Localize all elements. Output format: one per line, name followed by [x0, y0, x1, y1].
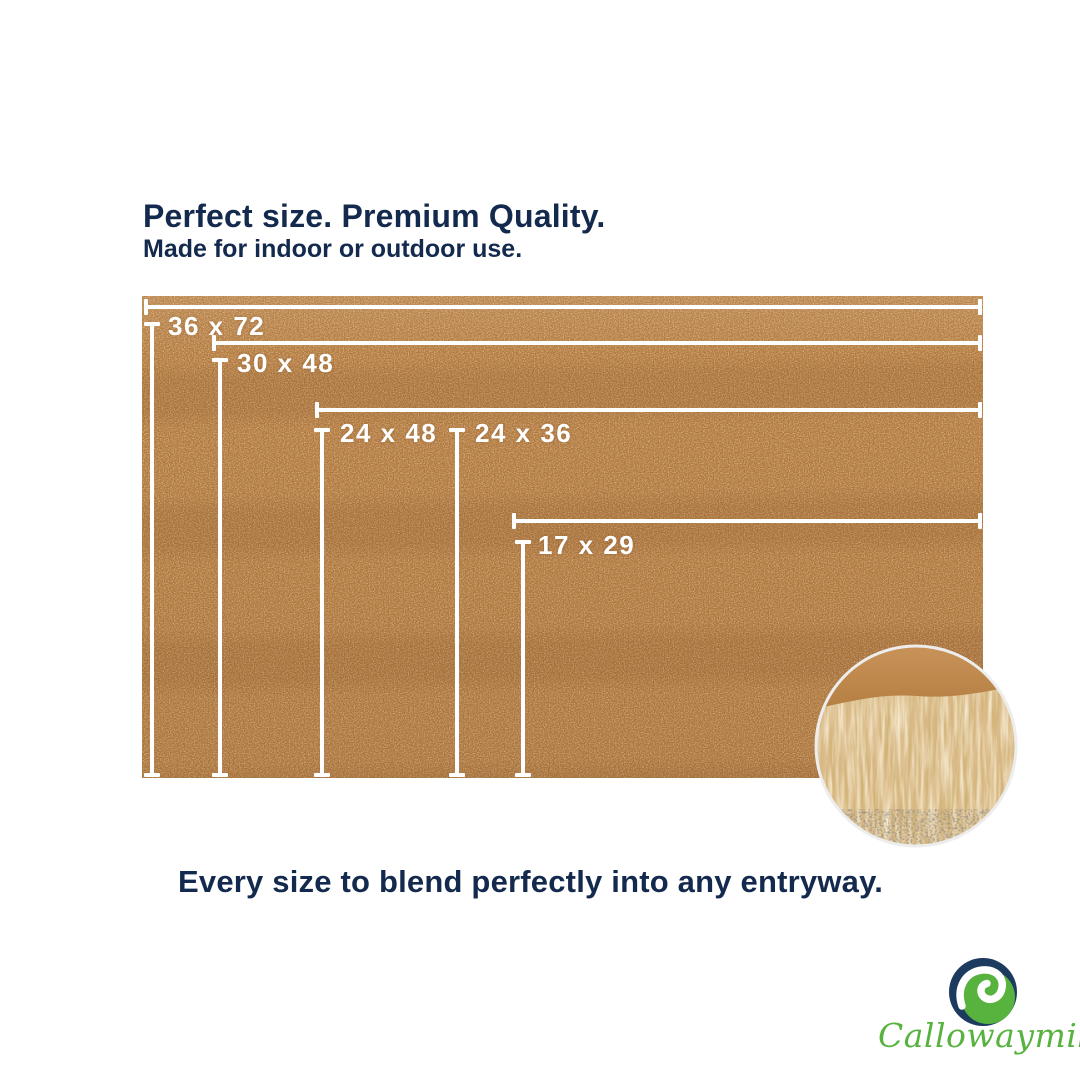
measure-height-line	[455, 428, 459, 777]
size-label: 17 x 29	[538, 530, 636, 560]
coir-closeup-inset	[813, 643, 1019, 849]
brand-name: Callowaymills	[878, 1016, 1080, 1055]
measure-width-line	[317, 408, 980, 412]
measure-height-line	[150, 322, 154, 777]
measure-tick	[212, 358, 228, 362]
measure-tick	[978, 335, 982, 351]
measure-tick	[978, 299, 982, 315]
size-label: 24 x 36	[475, 418, 573, 448]
measure-tick	[212, 335, 216, 351]
measure-tick	[515, 773, 531, 777]
measure-tick	[978, 513, 982, 529]
size-label: 30 x 48	[237, 348, 335, 378]
measure-tick	[144, 773, 160, 777]
tagline: Every size to blend perfectly into any e…	[178, 864, 884, 899]
measure-tick	[515, 540, 531, 544]
measure-tick	[978, 402, 982, 418]
brand-logo: Callowaymills	[870, 950, 1080, 1080]
doormat-photo: 36 x 72 30 x 48 24 x 48 24 x	[142, 296, 983, 778]
measure-tick	[212, 773, 228, 777]
swirl-logo-icon	[949, 958, 1017, 1026]
measure-tick	[144, 299, 148, 315]
measure-tick	[315, 402, 319, 418]
measure-tick	[314, 428, 330, 432]
coir-closeup-photo	[814, 644, 1018, 848]
measure-tick	[449, 773, 465, 777]
measure-width-line	[146, 305, 980, 309]
size-label: 24 x 48	[340, 418, 438, 448]
coir-texture	[142, 296, 983, 778]
measure-height-line	[320, 428, 324, 777]
measure-tick	[449, 428, 465, 432]
measure-tick	[314, 773, 330, 777]
measure-width-line	[214, 341, 980, 345]
measure-height-line	[218, 358, 222, 777]
measure-width-line	[514, 519, 980, 523]
measure-height-line	[521, 540, 525, 777]
measure-tick	[512, 513, 516, 529]
page-title: Perfect size. Premium Quality.	[143, 198, 606, 234]
measure-tick	[144, 322, 160, 326]
size-label: 36 x 72	[168, 311, 266, 341]
page-subtitle: Made for indoor or outdoor use.	[143, 235, 523, 263]
